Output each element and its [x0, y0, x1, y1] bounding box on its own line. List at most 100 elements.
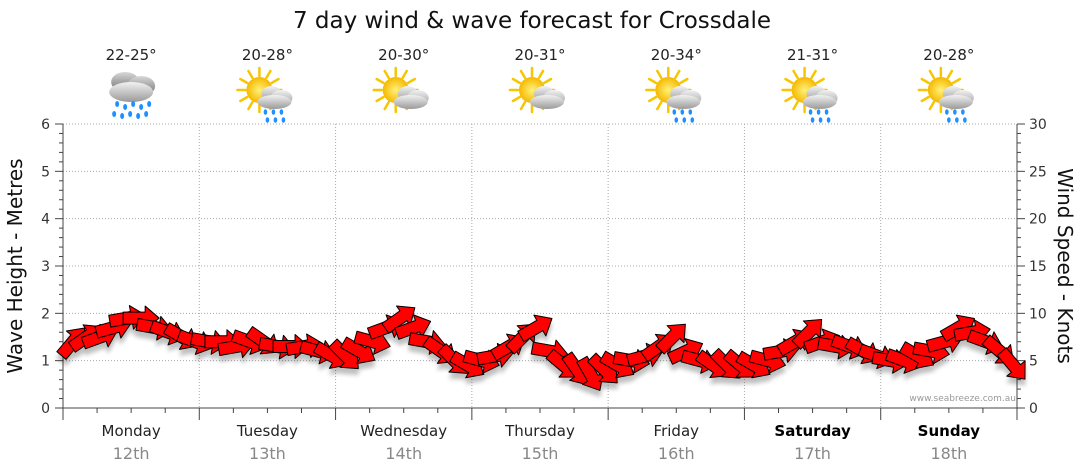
sun-ray — [647, 77, 658, 85]
raindrop — [128, 111, 133, 117]
cloud-shape — [530, 95, 564, 109]
sun-ray — [815, 77, 825, 85]
raindrop — [271, 109, 276, 115]
sun-ray — [784, 77, 794, 85]
rain-cloud-icon — [109, 72, 156, 119]
date-label: 15th — [522, 444, 559, 463]
raindrop — [674, 117, 679, 123]
sun-ray — [383, 100, 390, 111]
raindrop — [808, 109, 813, 115]
wind-arrow — [517, 314, 553, 343]
sun-ray — [401, 69, 408, 80]
temperature-range: 20-30° — [378, 46, 429, 64]
temperature-range: 20-28° — [923, 46, 974, 64]
sun-ray — [810, 69, 817, 80]
sun-ray — [792, 100, 799, 111]
raindrop — [672, 109, 677, 115]
date-label: 13th — [249, 444, 286, 463]
wind-arrow — [340, 336, 376, 365]
left-tick-label: 2 — [41, 306, 50, 322]
raindrop — [115, 101, 120, 107]
sun-cloud-rain-icon — [236, 66, 293, 123]
wind-arrows — [56, 305, 1026, 391]
weather-icons: 22-25° 20-28° 20-30° 20-31° 20-34° 21-31° 20-2… — [106, 46, 974, 123]
sun-ray — [383, 69, 390, 80]
raindrop — [139, 104, 144, 110]
right-tick-label: 20 — [1029, 212, 1047, 228]
sun-ray — [542, 77, 553, 85]
wind-arrow — [394, 314, 432, 340]
raindrop — [945, 109, 949, 115]
sun-cloud-icon — [508, 66, 565, 114]
raindrop — [816, 109, 821, 115]
cloud-shape — [393, 95, 428, 109]
sun-ray — [946, 69, 954, 80]
right-tick-label: 5 — [1029, 354, 1038, 370]
sun-ray — [679, 77, 689, 85]
date-label: 17th — [794, 444, 831, 463]
left-tick-label: 6 — [41, 117, 50, 133]
raindrop — [818, 117, 823, 123]
right-tick-label: 15 — [1029, 259, 1047, 275]
raindrop — [824, 109, 829, 115]
sun-cloud-rain-icon — [917, 66, 974, 123]
raindrop — [123, 104, 128, 110]
temperature-range: 20-28° — [242, 46, 293, 64]
sun-ray — [656, 69, 663, 80]
day-label: Saturday — [774, 422, 851, 440]
day-label: Thursday — [504, 422, 575, 440]
left-tick-label: 0 — [41, 401, 50, 417]
cloud-shape — [257, 95, 292, 109]
wind-arrow-shape — [655, 323, 686, 355]
sun-ray — [247, 100, 254, 111]
sun-ray — [784, 95, 794, 103]
cloud-shape — [666, 95, 701, 109]
raindrop — [273, 117, 278, 123]
sun-ray — [239, 77, 249, 85]
right-tick-label: 10 — [1029, 306, 1047, 322]
raindrop — [963, 117, 967, 123]
right-axis-title: Wind Speed - Knots — [1053, 168, 1077, 364]
sun-ray — [265, 69, 272, 80]
watermark: www.seabreeze.com.au — [909, 394, 1016, 404]
sun-cloud-icon — [372, 66, 429, 114]
date-label: 16th — [658, 444, 695, 463]
sun-ray — [270, 77, 280, 85]
grid — [63, 123, 1017, 408]
wind-arrow — [996, 347, 1026, 380]
day-label: Tuesday — [236, 422, 298, 440]
day-label: Sunday — [918, 422, 981, 440]
left-tick-label: 4 — [41, 212, 50, 228]
wind-arrow-shape — [517, 314, 553, 343]
wind-arrow — [655, 323, 686, 355]
sun-ray — [537, 69, 545, 80]
wind-arrow-shape — [791, 319, 823, 350]
wind-arrow — [381, 305, 416, 334]
date-label: 14th — [385, 444, 422, 463]
day-label: Wednesday — [360, 422, 447, 440]
raindrop — [961, 109, 965, 115]
cloud-shape — [109, 82, 154, 102]
sun-ray — [647, 95, 658, 103]
raindrop — [826, 117, 831, 123]
day-label: Monday — [102, 422, 161, 440]
sun-ray — [920, 95, 930, 103]
wind-arrow-shape — [340, 336, 376, 365]
raindrop — [955, 117, 959, 123]
chart-title: 7 day wind & wave forecast for Crossdale — [293, 8, 771, 34]
date-label: 18th — [930, 444, 967, 463]
right-tick-label: 0 — [1029, 401, 1038, 417]
left-tick-label: 5 — [41, 164, 50, 180]
raindrop — [680, 109, 685, 115]
sun-ray — [511, 95, 522, 103]
right-tick-label: 25 — [1029, 164, 1047, 180]
day-labels: Monday 12th Tuesday 13th Wednesday 14th Thursd… — [102, 422, 981, 463]
sun-ray — [920, 77, 930, 85]
raindrop — [279, 109, 284, 115]
sun-cloud-rain-icon — [781, 66, 838, 123]
sun-ray — [247, 69, 254, 80]
sun-ray — [519, 69, 527, 80]
raindrop — [810, 117, 815, 123]
cloud-shape — [802, 95, 837, 109]
